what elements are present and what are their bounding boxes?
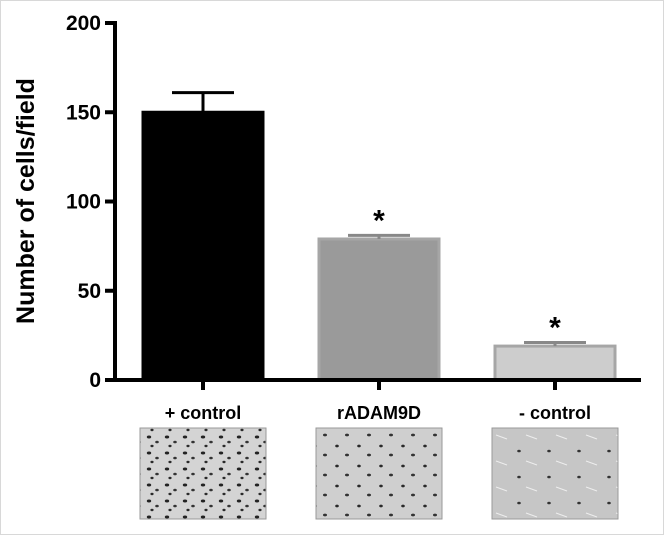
micrograph-thumbnail (139, 427, 267, 520)
y-tick-label: 0 (89, 369, 101, 392)
error-bar-radam9d (348, 233, 410, 239)
micrograph-thumbnail (491, 427, 619, 520)
y-axis-title: Number of cells/field (12, 78, 40, 324)
error-bar-control (524, 341, 586, 347)
x-category-label: + control (165, 403, 242, 423)
bar-control (493, 344, 617, 382)
y-tick-label: 100 (66, 191, 101, 214)
y-tick-label: 150 (66, 101, 101, 124)
error-bar-control (172, 91, 234, 113)
x-category-label: rADAM9D (337, 403, 421, 423)
y-tick-label: 200 (66, 12, 101, 35)
significance-marker-control: * (549, 312, 561, 345)
micrograph-thumbnail (315, 427, 443, 520)
bar-radam9d (317, 237, 441, 382)
bar-control (141, 110, 265, 382)
x-category-label: - control (519, 403, 591, 423)
y-tick-label: 50 (78, 280, 101, 303)
significance-marker-radam9d: * (373, 204, 385, 237)
